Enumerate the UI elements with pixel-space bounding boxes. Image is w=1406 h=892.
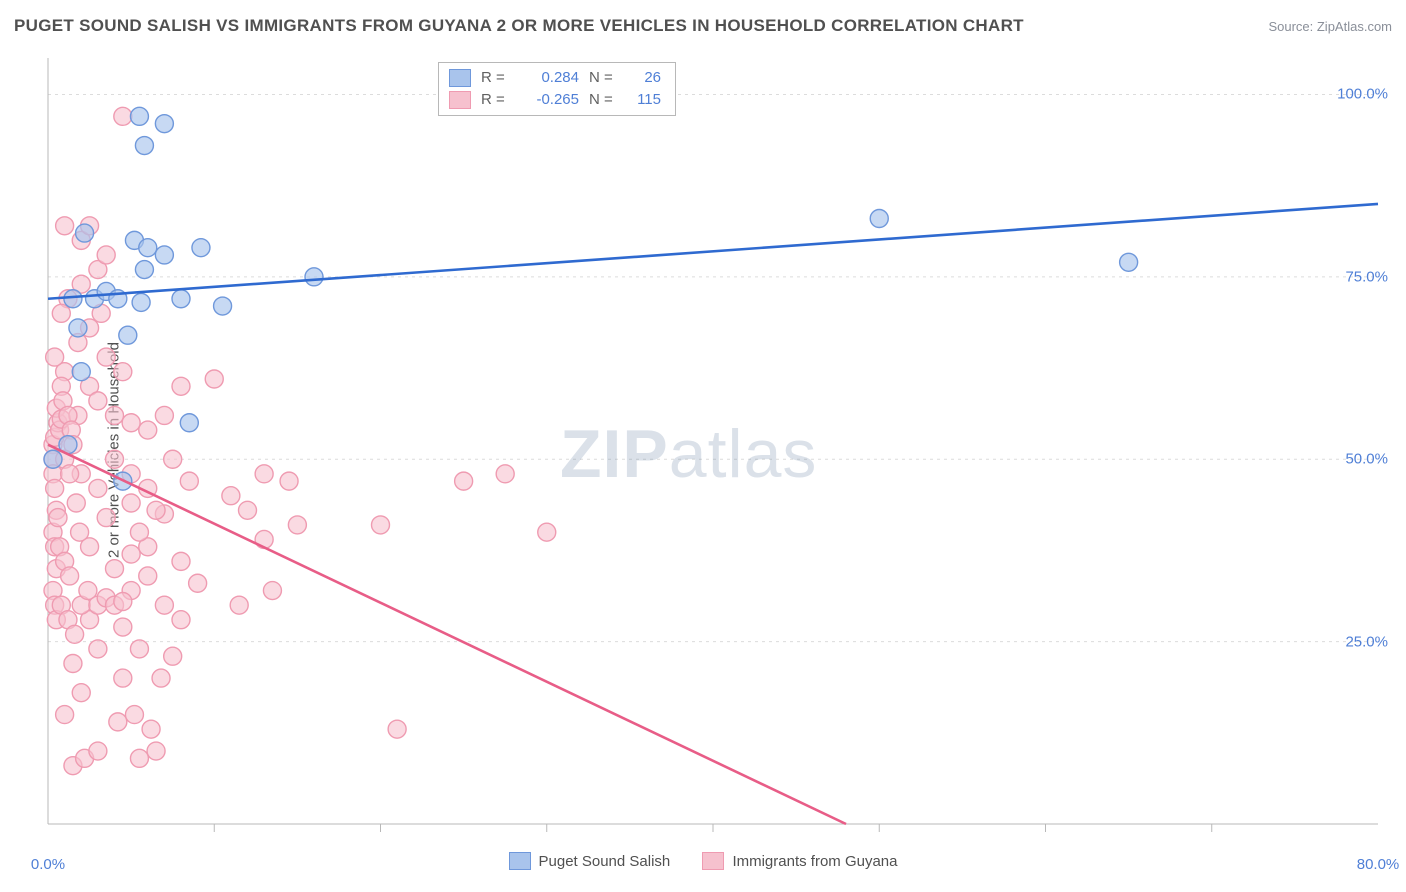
y-tick-label: 75.0% [1345,268,1388,285]
y-tick-label: 25.0% [1345,633,1388,650]
legend-swatch-series-2 [449,91,471,109]
legend-item-2: Immigrants from Guyana [702,852,897,870]
legend-row-1: R = 0.284 N = 26 [449,67,661,89]
y-tick-label: 100.0% [1337,86,1388,103]
legend-label-1: Puget Sound Salish [539,853,671,870]
legend-swatch-2b [702,852,724,870]
chart-canvas [0,0,1406,892]
x-tick-label: 80.0% [1357,856,1400,873]
n-value-2: 115 [627,89,661,111]
x-tick-label: 0.0% [31,856,65,873]
legend-label-2: Immigrants from Guyana [732,853,897,870]
r-value-2: -0.265 [517,89,579,111]
legend-swatch-series-1 [449,69,471,87]
r-value-1: 0.284 [517,67,579,89]
legend-series: Puget Sound Salish Immigrants from Guyan… [0,852,1406,874]
legend-swatch-1b [509,852,531,870]
legend-row-2: R = -0.265 N = 115 [449,89,661,111]
legend-correlation: R = 0.284 N = 26 R = -0.265 N = 115 [438,62,676,116]
y-tick-label: 50.0% [1345,451,1388,468]
n-value-1: 26 [627,67,661,89]
legend-item-1: Puget Sound Salish [509,852,671,870]
